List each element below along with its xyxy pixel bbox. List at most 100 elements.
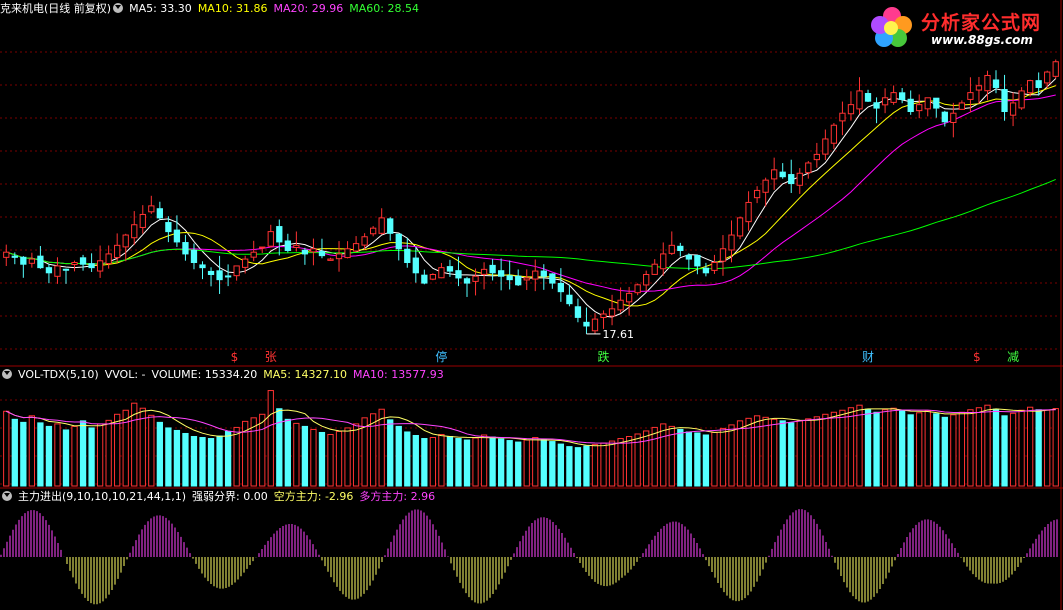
volume-bar [96, 423, 104, 487]
candle [438, 262, 445, 279]
candle [967, 77, 974, 113]
candle [412, 246, 419, 283]
candle [1009, 92, 1017, 127]
candle-body [634, 284, 641, 294]
candle-body [1009, 102, 1017, 116]
candle [796, 168, 803, 194]
candle-body [847, 104, 855, 115]
candle [480, 262, 488, 290]
candle [643, 270, 650, 292]
volume-bar [114, 413, 121, 487]
dropdown-circle-icon[interactable] [113, 3, 124, 13]
volume-bar [864, 408, 872, 487]
candle [267, 224, 274, 248]
candle [62, 268, 70, 284]
candle-body [207, 270, 215, 276]
volume-bar [506, 440, 513, 487]
volume-bar [771, 418, 778, 487]
candle-body [11, 255, 18, 258]
candle-body [651, 263, 658, 275]
candle-body [608, 308, 616, 317]
volume-bar [660, 423, 667, 487]
volume-bar [839, 409, 846, 487]
candle-body [523, 277, 530, 281]
candle [762, 177, 769, 207]
volume-bar [899, 410, 906, 487]
candle-body [899, 92, 906, 100]
candle [1035, 72, 1042, 96]
candle-body [71, 261, 78, 266]
volume-bar [3, 410, 10, 487]
volume-bar [916, 412, 923, 487]
volume-bar [404, 431, 411, 487]
volume-bar [668, 425, 675, 487]
candle-body [224, 275, 232, 278]
candle-body [967, 92, 974, 100]
candle [753, 186, 761, 204]
vol-indicator-name: VOL-TDX(5,10) [18, 368, 99, 381]
candle [421, 269, 428, 285]
volume-bar [327, 433, 334, 487]
candle-body [28, 258, 36, 264]
candle [899, 88, 906, 104]
candle-body [839, 112, 846, 122]
volume-bar [446, 436, 454, 487]
candle [950, 102, 957, 138]
candle-body [805, 162, 812, 174]
volume-bar [1035, 409, 1042, 487]
candle-body [114, 244, 121, 258]
candle-body [975, 85, 983, 91]
candle [429, 273, 437, 281]
candle [924, 97, 931, 117]
logo-url: www.88gs.com [931, 33, 1033, 47]
volume-bar [318, 431, 326, 487]
dropdown-circle-icon[interactable] [2, 369, 12, 379]
candle [634, 283, 641, 296]
candle-body [79, 257, 87, 265]
candle [660, 242, 667, 276]
candle-body [344, 248, 351, 259]
candle-body [1018, 90, 1025, 109]
volume-bar [455, 438, 462, 487]
candle [745, 191, 752, 231]
candle [20, 256, 27, 278]
candle [37, 246, 44, 269]
candle [591, 313, 599, 334]
volume-bar [719, 427, 727, 487]
vol-ma10-line [6, 409, 1056, 444]
candle [404, 237, 411, 268]
volume-bar [992, 408, 1000, 487]
event-marker: 停 [435, 349, 447, 364]
volume-bar [1026, 406, 1034, 487]
candle-body [267, 231, 274, 247]
candle [523, 269, 530, 291]
volume-bar [788, 422, 795, 487]
candle [822, 129, 829, 161]
dropdown-circle-icon[interactable] [2, 491, 12, 501]
candle-body [3, 251, 10, 258]
candle-body [643, 274, 650, 286]
candle [233, 265, 240, 281]
volume-bar [1009, 412, 1017, 487]
volume-bar [131, 402, 138, 487]
candle [1052, 59, 1059, 79]
candle [387, 217, 394, 241]
volume-bar [387, 419, 394, 487]
candle [310, 238, 317, 266]
volume-bar [370, 413, 377, 487]
candle-body [62, 268, 70, 271]
candle-body [318, 251, 326, 257]
candle [199, 261, 206, 280]
volume-bar [335, 430, 343, 487]
candle-body [233, 265, 240, 277]
candle [617, 287, 624, 313]
volume-bar [207, 438, 215, 487]
volume-bar [847, 407, 855, 487]
volume-bar [267, 390, 274, 487]
candle [839, 101, 846, 136]
candle [506, 260, 513, 290]
candle [114, 233, 121, 263]
strength-line-label: 强弱分界: 0.00 [192, 490, 268, 503]
candle-body [259, 246, 266, 249]
